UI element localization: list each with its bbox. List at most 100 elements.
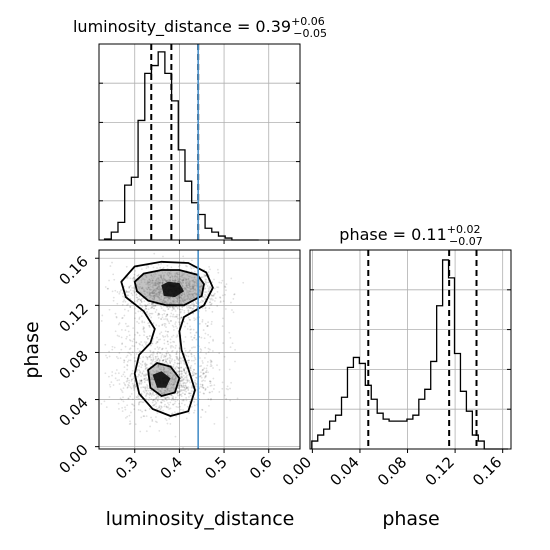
scatter-point: [151, 284, 154, 287]
scatter-point: [154, 279, 157, 282]
scatter-point: [145, 390, 148, 393]
scatter-point: [135, 341, 138, 344]
scatter-point: [141, 373, 144, 375]
scatter-point: [219, 296, 222, 299]
scatter-point: [150, 344, 152, 347]
scatter-point: [149, 279, 152, 282]
scatter-point: [165, 352, 168, 355]
scatter-point: [219, 301, 222, 304]
scatter-point: [172, 280, 175, 282]
scatter-point: [171, 358, 174, 361]
scatter-point: [108, 396, 111, 398]
scatter-point: [182, 385, 185, 387]
scatter-point: [181, 389, 184, 392]
scatter-point: [179, 356, 182, 359]
scatter-point: [151, 279, 154, 282]
scatter-point: [169, 270, 172, 273]
scatter-point: [126, 325, 128, 328]
scatter-point: [193, 359, 195, 362]
scatter-point: [171, 277, 174, 280]
scatter-point: [113, 346, 116, 349]
scatter-point: [231, 309, 233, 311]
scatter-point: [180, 366, 183, 369]
scatter-point: [156, 399, 159, 402]
scatter-point: [178, 362, 180, 365]
scatter-point: [163, 301, 166, 304]
scatter-point: [207, 321, 210, 324]
scatter-point: [186, 322, 189, 325]
scatter-point: [201, 307, 204, 309]
scatter-point: [166, 387, 169, 390]
scatter-point: [124, 375, 126, 378]
scatter-point: [212, 388, 215, 390]
scatter-point: [146, 281, 149, 284]
scatter-point: [188, 293, 191, 296]
scatter-point: [128, 338, 131, 341]
scatter-point: [135, 341, 138, 344]
scatter-point: [144, 305, 147, 308]
scatter-point: [151, 286, 154, 289]
scatter-point: [184, 288, 187, 291]
scatter-point: [156, 366, 159, 369]
scatter-point: [209, 335, 212, 338]
scatter-point: [155, 405, 157, 408]
scatter-point: [180, 316, 183, 319]
scatter-point: [141, 364, 144, 366]
scatter-point: [154, 282, 157, 285]
scatter-point: [177, 295, 180, 297]
scatter-point: [124, 408, 127, 411]
scatter-point: [190, 309, 193, 312]
scatter-point: [207, 333, 210, 336]
scatter-point: [194, 373, 197, 375]
scatter-point: [201, 384, 204, 386]
scatter-point: [181, 299, 184, 301]
scatter-point: [148, 292, 151, 295]
scatter-point: [137, 298, 140, 301]
scatter-point: [165, 314, 168, 317]
scatter-point: [126, 360, 129, 363]
scatter-point: [122, 387, 125, 390]
scatter-point: [179, 380, 182, 382]
scatter-point: [161, 324, 164, 327]
scatter-point: [117, 323, 120, 326]
scatter-point: [145, 336, 148, 338]
scatter-point: [148, 356, 150, 358]
scatter-point: [204, 346, 207, 349]
scatter-point: [172, 375, 175, 378]
scatter-point: [205, 275, 208, 278]
scatter-point: [139, 299, 142, 301]
scatter-point: [183, 272, 185, 275]
scatter-point: [173, 367, 176, 370]
scatter-point: [182, 389, 185, 391]
scatter-point: [158, 294, 161, 297]
scatter-point: [165, 405, 168, 408]
scatter-point: [181, 306, 184, 308]
scatter-point: [182, 409, 184, 411]
scatter-point: [179, 281, 182, 284]
scatter-point: [182, 300, 184, 302]
scatter-point: [195, 376, 197, 379]
scatter-point: [176, 306, 179, 309]
scatter-point: [152, 292, 155, 295]
scatter-point: [212, 339, 214, 342]
scatter-point: [178, 367, 181, 369]
scatter-point: [183, 347, 186, 350]
scatter-point: [163, 339, 166, 341]
scatter-point: [158, 279, 161, 281]
scatter-point: [147, 389, 150, 392]
scatter-point: [156, 388, 158, 391]
scatter-point: [183, 311, 186, 314]
scatter-point: [157, 316, 160, 319]
scatter-point: [127, 359, 130, 362]
scatter-point: [174, 366, 177, 369]
scatter-point: [207, 351, 210, 353]
scatter-point: [157, 366, 160, 369]
scatter-point: [138, 402, 140, 405]
scatter-point: [201, 380, 203, 383]
scatter-point: [150, 312, 153, 315]
scatter-point: [171, 335, 173, 338]
scatter-point: [163, 342, 166, 345]
scatter-point: [119, 397, 122, 400]
scatter-point: [185, 290, 188, 293]
scatter-point: [160, 402, 163, 404]
